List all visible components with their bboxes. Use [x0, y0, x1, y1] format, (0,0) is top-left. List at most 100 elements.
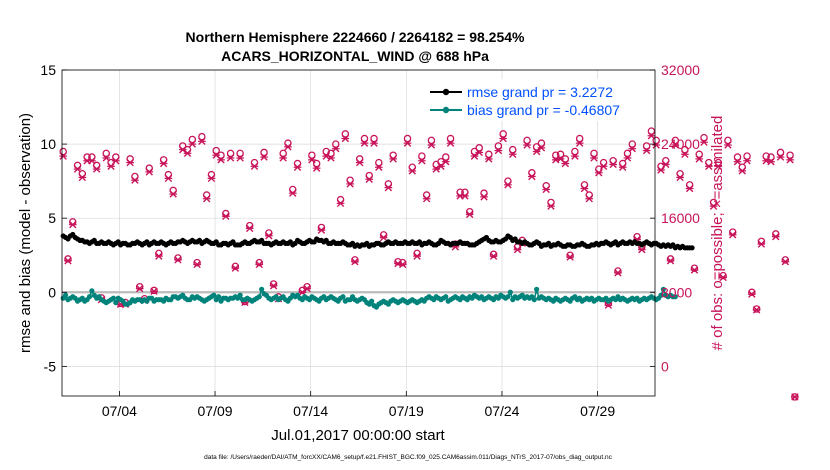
possible-obs-point [308, 151, 316, 159]
possible-obs-point [485, 150, 493, 159]
bias-point [672, 294, 678, 300]
possible-obs-point [748, 288, 756, 297]
x-tick-label: 07/29 [580, 403, 615, 419]
assimilated-obs-point [752, 306, 761, 314]
assimilated-obs-point [618, 163, 627, 171]
possible-obs-point [394, 257, 402, 266]
bias-point [658, 292, 664, 298]
assimilated-obs-point [126, 158, 134, 167]
y-tick-label: 10 [40, 136, 56, 152]
assimilated-obs-point [724, 141, 732, 149]
assimilated-obs-point [360, 139, 369, 147]
assimilated-obs-point [614, 269, 622, 277]
bias-point [86, 294, 93, 300]
possible-obs-point [767, 153, 775, 161]
legend-rmse-label: rmse grand pr = 3.2272 [467, 84, 613, 100]
possible-obs-point [135, 282, 144, 291]
assimilated-obs-point [580, 184, 589, 193]
bias-point [113, 300, 119, 306]
assimilated-obs-point [508, 150, 517, 158]
possible-obs-point [59, 147, 67, 156]
assimilated-obs-point [308, 156, 316, 164]
assimilated-obs-point [236, 154, 244, 162]
assimilated-obs-point [231, 264, 240, 272]
assimilated-obs-point [255, 260, 264, 269]
assimilated-obs-point [690, 266, 699, 274]
assimilated-obs-point [685, 184, 694, 193]
possible-obs-point [303, 282, 311, 291]
assimilated-obs-point [193, 260, 201, 269]
assimilated-obs-point [743, 157, 751, 165]
y2-axis-label: # of obs: o=possible; ×=assimilated [709, 116, 726, 351]
y2-tick-label: 16000 [661, 210, 700, 226]
assimilated-obs-point [537, 144, 546, 152]
possible-obs-point [642, 142, 651, 150]
y2-tick-label: 8000 [661, 284, 692, 300]
assimilated-obs-point [303, 284, 311, 293]
assimilated-obs-point [188, 140, 197, 148]
assimilated-obs-point [403, 139, 412, 147]
assimilated-obs-point [738, 167, 747, 175]
assimilated-obs-point [594, 169, 603, 177]
bias-point [211, 292, 217, 298]
possible-obs-point [370, 134, 378, 143]
bias-point [369, 298, 375, 304]
assimilated-obs-point [64, 257, 72, 265]
assimilated-obs-point [293, 163, 302, 171]
assimilated-obs-point [571, 152, 579, 160]
possible-obs-point [102, 149, 110, 158]
y-tick-label: -5 [44, 358, 57, 374]
assimilated-obs-point [217, 156, 225, 164]
assimilated-obs-point [652, 141, 661, 149]
assimilated-obs-point [609, 160, 617, 169]
assimilated-obs-point [494, 146, 503, 155]
possible-obs-point [575, 134, 584, 143]
assimilated-obs-point [111, 157, 120, 165]
possible-obs-point [690, 264, 699, 272]
y2-tick-label: 24000 [661, 136, 700, 152]
possible-obs-point [442, 153, 450, 161]
assimilated-obs-point [336, 199, 345, 208]
possible-obs-point [236, 149, 244, 158]
bias-point [660, 286, 666, 292]
assimilated-obs-point [169, 190, 178, 198]
assimilated-obs-point [159, 159, 168, 168]
y-axis-label: rmse and bias (model - observation) [17, 113, 34, 353]
possible-obs-point [628, 140, 637, 148]
possible-obs-point [652, 136, 660, 145]
legend-rmse-marker [442, 88, 450, 96]
possible-obs-point [174, 254, 182, 262]
legend: rmse grand pr = 3.2272 bias grand pr = -… [426, 79, 648, 121]
assimilated-obs-point [728, 231, 737, 239]
assimilated-obs-point [709, 202, 718, 210]
bias-point [237, 292, 243, 298]
assimilated-obs-point [279, 154, 288, 162]
possible-obs-point [255, 258, 264, 267]
x-tick-label: 07/14 [293, 403, 328, 419]
assimilated-obs-point [317, 226, 326, 234]
assimilated-obs-point [221, 212, 230, 221]
possible-obs-point [752, 305, 761, 313]
assimilated-obs-point [398, 260, 407, 269]
possible-obs-point [418, 152, 426, 160]
bias-point [110, 295, 117, 301]
assimilated-obs-point [384, 183, 393, 192]
assimilated-obs-point [786, 156, 794, 164]
assimilated-obs-point [714, 162, 723, 171]
assimilated-obs-point [413, 252, 421, 260]
possible-obs-point [494, 142, 503, 150]
possible-obs-point [571, 147, 579, 156]
possible-obs-point [322, 147, 330, 156]
assimilated-obs-point [676, 173, 684, 182]
possible-obs-point [351, 256, 359, 264]
possible-obs-point [695, 150, 703, 159]
assimilated-obs-point [73, 165, 82, 173]
assimilated-obs-point [245, 224, 254, 233]
assimilated-obs-point [604, 301, 613, 309]
possible-obs-point [279, 149, 287, 158]
assimilated-obs-point [341, 134, 350, 143]
assimilated-obs-point [757, 240, 766, 248]
possible-obs-point [375, 158, 383, 167]
assimilated-obs-point [489, 252, 498, 260]
assimilated-obs-point [131, 176, 139, 184]
